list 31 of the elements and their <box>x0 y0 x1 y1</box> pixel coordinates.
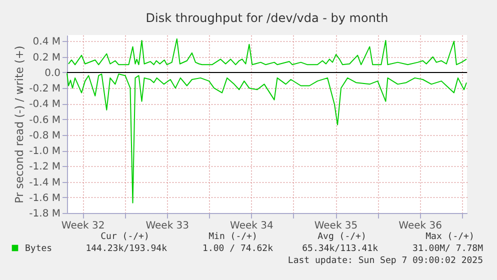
text: Cur (-/+) <box>100 232 150 242</box>
y-tick-label: -1.6 M <box>29 192 60 204</box>
y-tick-label: -0.8 M <box>29 130 60 142</box>
y-tick-label: -1.4 M <box>29 177 60 188</box>
chart-title: Disk throughput for /dev/vda - by month <box>146 11 388 25</box>
y-tick-label: -1.8 M <box>29 208 60 220</box>
y-tick-label: 0.4 M <box>32 36 60 48</box>
x-tick-label: Week 36 <box>398 220 442 232</box>
y-axis-title: Pr second read (-) / write (+) <box>13 46 26 204</box>
x-tick-label: Week 34 <box>230 220 274 232</box>
y-tick-label: -1.0 M <box>29 146 60 158</box>
x-tick-label: Week 32 <box>61 220 105 232</box>
y-tick-label: -1.2 M <box>29 162 60 173</box>
text: 65.34k/113.41k <box>302 244 379 254</box>
text: 31.00M/ 7.78M <box>412 244 484 254</box>
text: Last update: Sun Sep 7 09:00:02 2025 <box>288 256 483 266</box>
y-tick-label: -0.4 M <box>29 99 60 110</box>
x-tick-label: Week 33 <box>146 220 190 232</box>
line-series <box>66 72 467 204</box>
y-tick-label: 0.2 M <box>32 52 60 64</box>
y-tick-label: -0.6 M <box>29 114 60 126</box>
text: 1.00 / 74.62k <box>202 244 274 254</box>
text: 144.23k/193.94k <box>86 244 168 254</box>
y-tick-label: 0.0 <box>44 68 60 79</box>
text: Avg (-/+) <box>318 232 366 242</box>
y-tick-label: -0.2 M <box>29 84 60 95</box>
legend-label: Bytes <box>25 244 52 254</box>
text: Min (-/+) <box>208 232 258 242</box>
x-tick-label: Week 35 <box>314 220 358 232</box>
line-series <box>68 38 467 66</box>
text: Max (-/+) <box>426 232 474 242</box>
